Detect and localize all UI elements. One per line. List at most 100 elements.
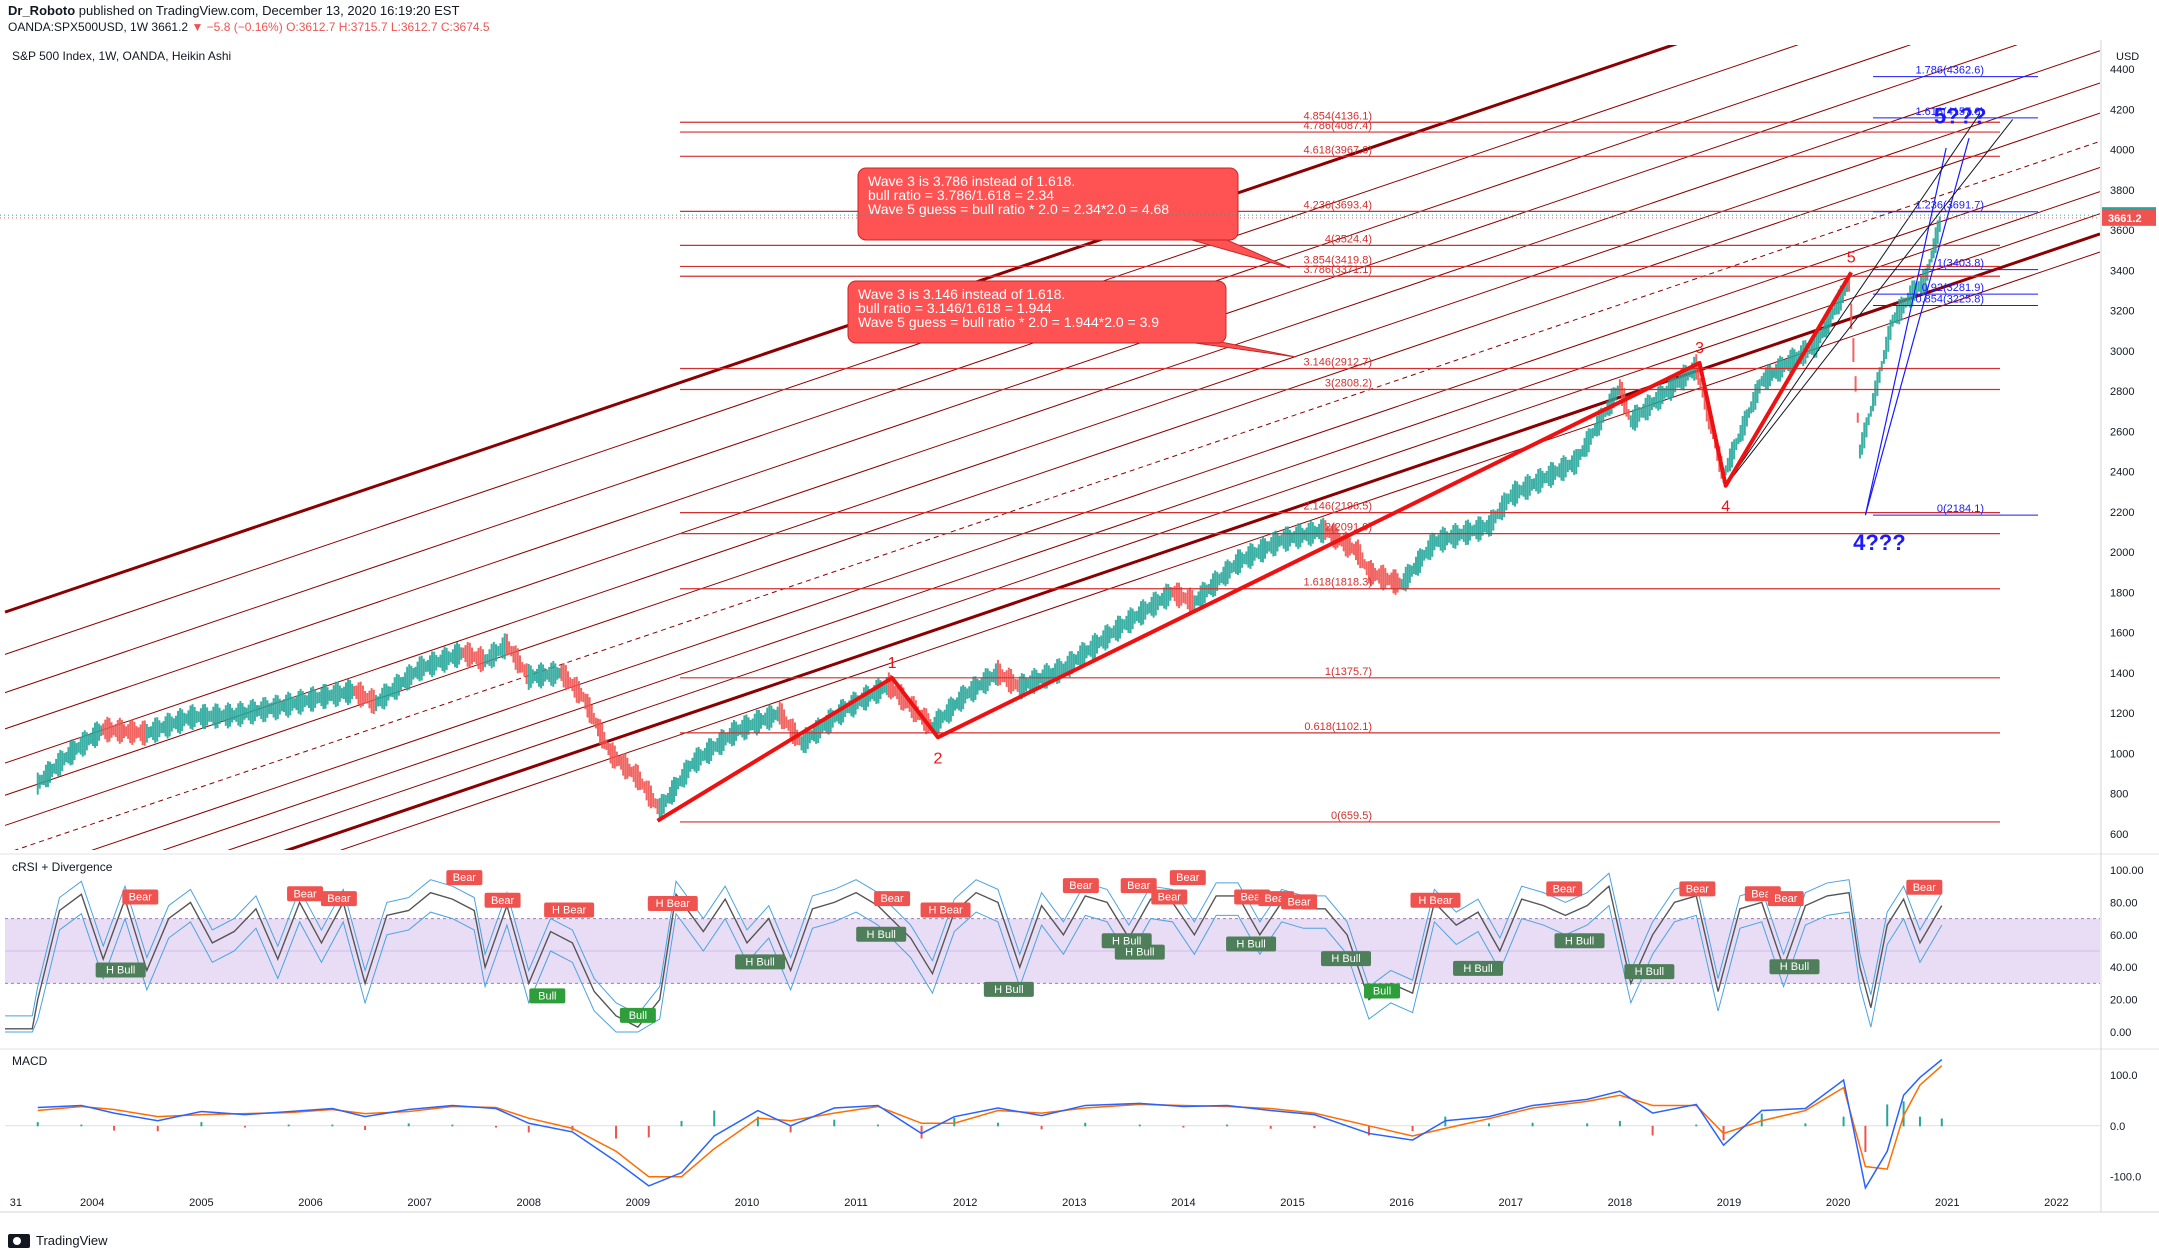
price-candle: [800, 736, 803, 751]
price-candle: [730, 722, 733, 747]
price-candle: [1169, 586, 1172, 601]
footer-brand[interactable]: TradingView: [36, 1233, 108, 1248]
divergence-label-box: [1062, 878, 1099, 894]
price-candle: [310, 687, 313, 712]
price-candle: [1571, 455, 1574, 473]
price-candle: [1363, 559, 1366, 570]
price-candle: [361, 685, 364, 707]
price-candle: [1591, 428, 1594, 439]
price-candle: [1311, 522, 1314, 544]
price-candle: [1299, 524, 1302, 548]
price-candle: [708, 738, 711, 765]
price-candle: [488, 649, 491, 666]
price-candle: [1524, 476, 1527, 500]
price-candle: [1498, 502, 1501, 520]
divergence-label-box: [619, 1007, 656, 1023]
price-candle: [1414, 556, 1417, 575]
price-candle: [1320, 519, 1323, 543]
price-candle: [1752, 392, 1755, 413]
price-candle: [495, 644, 498, 662]
price-candle: [1064, 661, 1067, 674]
price-candle: [129, 720, 132, 744]
price-candle: [1224, 561, 1227, 587]
price-candle: [120, 719, 123, 743]
price-candle: [510, 646, 513, 657]
price-candle: [497, 645, 500, 657]
price-candle: [114, 723, 117, 737]
price-candle: [359, 681, 362, 708]
price-candle: [564, 665, 567, 691]
price-candle: [451, 649, 454, 664]
price-candle: [1035, 669, 1038, 691]
price-candle: [760, 713, 763, 729]
price-candle: [466, 642, 469, 667]
price-candle: [1728, 448, 1731, 472]
price-candle: [477, 647, 480, 670]
price-candle: [869, 689, 872, 702]
price-candle: [590, 704, 593, 725]
price-candle: [1112, 625, 1115, 638]
price-candle: [1604, 406, 1607, 417]
price-candle: [1813, 334, 1816, 358]
price-candle: [1033, 667, 1036, 694]
currency-label[interactable]: USD: [2116, 51, 2139, 63]
price-candle: [1241, 552, 1244, 568]
price-candle: [441, 649, 444, 672]
price-candle: [1900, 296, 1903, 321]
price-candle: [1243, 553, 1246, 565]
price-candle: [840, 699, 843, 726]
price-candle: [1739, 424, 1742, 443]
price-candle: [139, 724, 142, 741]
price-candle: [1081, 641, 1084, 668]
price-candle: [785, 716, 788, 729]
wave-label: 3: [1695, 340, 1704, 357]
price-candle: [844, 701, 847, 717]
price-candle: [1137, 606, 1140, 623]
price-candle: [1644, 397, 1647, 421]
price-candle: [1106, 624, 1109, 649]
price-candle: [69, 741, 72, 766]
author-name[interactable]: Dr_Roboto: [8, 3, 76, 18]
main-y-tick: 3800: [2110, 185, 2134, 197]
price-candle: [1315, 526, 1318, 537]
price-candle: [326, 687, 329, 705]
price-candle: [168, 713, 171, 737]
price-candle: [582, 692, 585, 703]
projection-line: [1864, 147, 1947, 516]
price-candle: [1140, 601, 1143, 626]
price-candle: [402, 676, 405, 687]
price-candle: [649, 785, 652, 809]
price-candle: [1566, 459, 1569, 473]
divergence-label: H Bull: [1463, 963, 1492, 975]
channel-line: [4, 82, 2100, 796]
price-candle: [889, 674, 892, 700]
price-candle: [1815, 331, 1818, 358]
price-candle: [1848, 273, 1851, 292]
note-pointer: [1177, 235, 1291, 269]
price-candle: [1821, 327, 1824, 339]
price-candle: [1313, 525, 1316, 540]
price-candle: [1135, 610, 1138, 622]
price-candle: [385, 683, 388, 707]
price-candle: [1688, 367, 1691, 378]
price-candle: [789, 718, 792, 738]
macd-histogram-bar: [1084, 1122, 1087, 1127]
price-candle: [185, 713, 188, 724]
fib-level-label: 4.854(4136.1): [1304, 110, 1373, 122]
price-candle: [370, 688, 373, 714]
price-candle: [1199, 585, 1202, 608]
divergence-label-box: [1906, 879, 1943, 895]
channel-lines: [4, 45, 2100, 850]
price-candle: [787, 719, 790, 731]
price-candle: [1810, 340, 1813, 355]
fib-level-label: 4.236(3693.4): [1304, 199, 1373, 211]
price-candle: [1612, 387, 1615, 409]
price-candle: [456, 642, 459, 669]
price-candle: [36, 772, 39, 795]
price-candle: [256, 705, 259, 717]
price-candle: [1577, 449, 1580, 468]
divergence-label: Bear: [1176, 872, 1200, 884]
price-candle: [447, 651, 450, 666]
price-candle: [1068, 651, 1071, 678]
